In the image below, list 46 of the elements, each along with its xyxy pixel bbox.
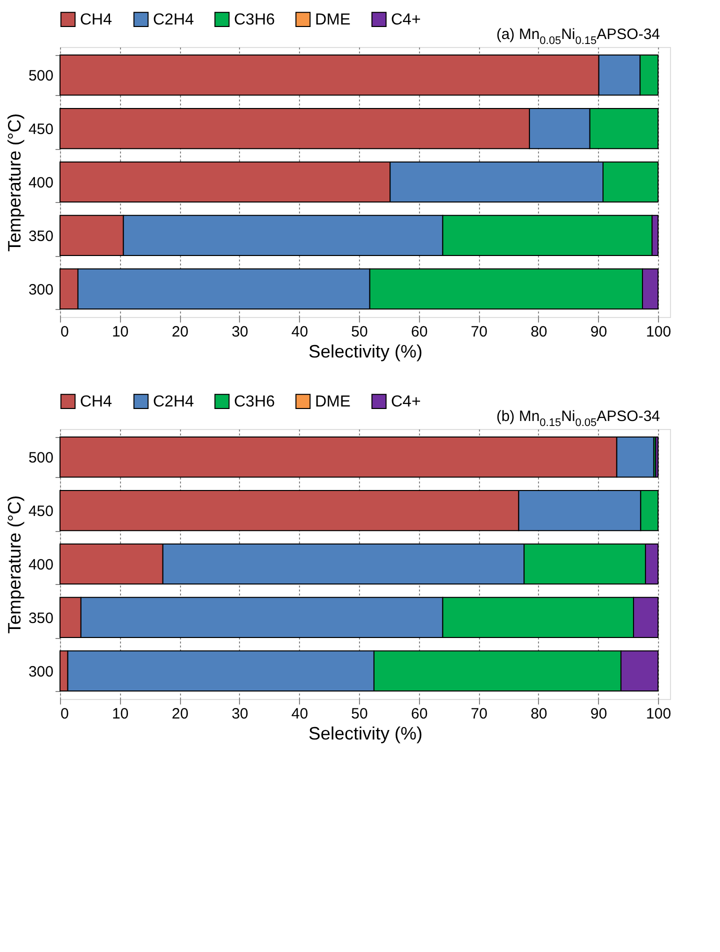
y-axis-title: Temperature (°C) — [4, 113, 24, 252]
legend-label: C2H4 — [153, 11, 194, 28]
legend-label: C3H6 — [234, 393, 276, 410]
x-tick-label: 70 — [470, 324, 488, 340]
x-tick-label: 100 — [646, 706, 672, 722]
x-axis-title: Selectivity (%) — [308, 724, 423, 744]
y-tick-label: 350 — [28, 228, 54, 245]
legend-label: DME — [315, 393, 351, 410]
y-tick-label: 400 — [28, 556, 54, 574]
legend-label: CH4 — [80, 393, 112, 410]
legend-label: C2H4 — [153, 393, 194, 410]
legend-label: C4+ — [391, 393, 421, 410]
x-axis-title: Selectivity (%) — [308, 342, 423, 362]
legend-label: C4+ — [391, 11, 421, 28]
y-tick-label: 450 — [28, 121, 54, 138]
x-tick-label: 50 — [351, 324, 368, 340]
legend-label: DME — [315, 11, 351, 28]
x-tick-label: 20 — [172, 706, 188, 722]
x-tick-label: 90 — [590, 324, 608, 340]
y-tick-label: 450 — [28, 503, 54, 520]
x-tick-label: 50 — [351, 706, 368, 722]
y-axis-title: Temperature (°C) — [4, 495, 24, 634]
legend-label: C3H6 — [234, 11, 276, 28]
x-tick-label: 80 — [530, 324, 548, 340]
x-tick-label: 80 — [530, 706, 548, 722]
x-tick-label: 40 — [291, 324, 308, 340]
x-tick-label: 90 — [590, 706, 608, 722]
x-tick-label: 0 — [60, 706, 69, 722]
x-tick-label: 70 — [470, 706, 488, 722]
x-tick-label: 100 — [646, 324, 672, 340]
y-tick-label: 350 — [28, 610, 54, 627]
x-tick-label: 60 — [410, 324, 428, 340]
y-tick-label: 500 — [28, 450, 54, 467]
x-tick-label: 10 — [112, 706, 129, 722]
x-tick-label: 0 — [60, 324, 69, 340]
x-tick-label: 20 — [172, 324, 188, 340]
x-tick-label: 40 — [291, 706, 308, 722]
x-tick-label: 10 — [112, 324, 129, 340]
y-tick-label: 300 — [28, 663, 54, 680]
x-tick-label: 30 — [232, 706, 248, 722]
y-tick-label: 400 — [28, 174, 54, 192]
y-tick-label: 300 — [28, 281, 54, 298]
y-tick-label: 500 — [28, 68, 54, 85]
legend-label: CH4 — [80, 11, 112, 28]
x-tick-label: 30 — [232, 324, 248, 340]
x-tick-label: 60 — [410, 706, 428, 722]
